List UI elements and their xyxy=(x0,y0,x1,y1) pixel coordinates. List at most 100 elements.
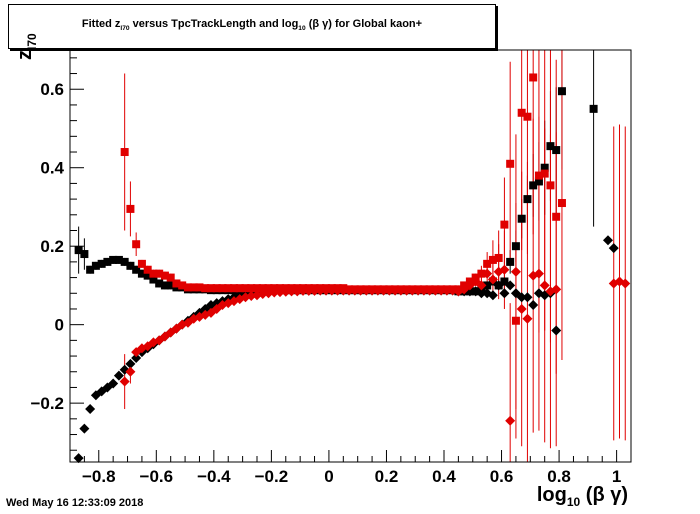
data-point-diamond xyxy=(125,358,136,369)
y-tick-label: −0.2 xyxy=(30,394,64,413)
data-point-diamond xyxy=(395,285,406,296)
data-point-square xyxy=(540,163,549,172)
data-point-diamond xyxy=(332,285,343,296)
data-point-diamond xyxy=(505,280,516,291)
data-point-square xyxy=(97,259,106,268)
x-axis-label: log10 (β γ) xyxy=(536,484,628,509)
data-point-diamond xyxy=(113,370,124,381)
data-point-square xyxy=(552,212,561,221)
data-point-diamond xyxy=(551,325,562,336)
data-point-diamond xyxy=(390,285,401,296)
data-point-square xyxy=(523,195,532,204)
data-point-square xyxy=(120,148,129,157)
data-point-square xyxy=(86,265,95,274)
data-point-diamond xyxy=(298,285,309,296)
data-point-diamond xyxy=(384,285,395,296)
data-point-square xyxy=(546,142,555,151)
data-point-diamond xyxy=(344,285,355,296)
data-point-diamond xyxy=(499,264,510,275)
data-point-diamond xyxy=(522,292,533,303)
data-point-diamond xyxy=(355,285,366,296)
data-point-diamond xyxy=(361,285,372,296)
data-point-diamond xyxy=(303,285,314,296)
data-point-diamond xyxy=(349,285,360,296)
data-point-square xyxy=(546,181,555,190)
x-tick-label: 0.6 xyxy=(490,467,514,486)
data-point-square xyxy=(132,265,141,274)
data-point-diamond xyxy=(401,285,412,296)
data-point-square xyxy=(80,250,89,259)
data-point-square xyxy=(120,257,129,266)
data-point-square xyxy=(258,284,267,293)
data-point-square xyxy=(483,281,492,290)
x-tick-label: 0 xyxy=(324,467,333,486)
data-point-diamond xyxy=(516,303,527,314)
x-tick-label: 0.2 xyxy=(375,467,399,486)
data-point-diamond xyxy=(378,285,389,296)
data-point-diamond xyxy=(108,378,119,389)
data-point-square xyxy=(155,269,164,278)
data-point-square xyxy=(483,259,492,268)
data-point-square xyxy=(500,220,509,229)
x-tick-label: −0.4 xyxy=(197,467,231,486)
x-tick-label: −0.8 xyxy=(82,467,116,486)
y-tick-label: 0 xyxy=(55,316,64,335)
data-point-square xyxy=(534,177,543,186)
data-point-diamond xyxy=(372,285,383,296)
data-point-square xyxy=(172,279,181,288)
data-point-square xyxy=(91,261,100,270)
data-point-diamond xyxy=(505,415,516,426)
data-point-diamond xyxy=(275,287,286,298)
data-point-diamond xyxy=(418,285,429,296)
data-point-diamond xyxy=(487,274,498,285)
x-tick-label: −0.2 xyxy=(255,467,289,486)
data-point-diamond xyxy=(602,235,613,246)
data-point-diamond xyxy=(85,404,96,415)
data-point-square xyxy=(166,273,175,282)
data-point-square xyxy=(155,279,164,288)
data-point-diamond xyxy=(119,364,130,375)
data-point-diamond xyxy=(528,300,539,311)
data-point-square xyxy=(529,181,538,190)
data-point-diamond xyxy=(131,353,142,364)
data-point-diamond xyxy=(436,285,447,296)
data-point-square xyxy=(201,284,210,293)
data-point-diamond xyxy=(119,376,130,387)
data-point-square xyxy=(224,284,233,293)
data-point-square xyxy=(109,255,118,264)
plot-frame xyxy=(69,49,632,463)
title-box: Fitted zI70 versus TpcTrackLength and lo… xyxy=(8,4,496,49)
data-point-square xyxy=(506,159,515,168)
chart-title: Fitted zI70 versus TpcTrackLength and lo… xyxy=(81,18,423,33)
data-point-diamond xyxy=(522,313,533,324)
data-point-square xyxy=(189,283,198,292)
data-point-square xyxy=(143,271,152,280)
data-point-diamond xyxy=(309,285,320,296)
data-point-diamond xyxy=(125,366,136,377)
data-point-square xyxy=(218,284,227,293)
data-point-square xyxy=(160,281,169,290)
y-tick-label: 0.4 xyxy=(40,159,64,178)
data-point-square xyxy=(103,257,112,266)
data-point-diamond xyxy=(516,292,527,303)
x-tick-label: 0.4 xyxy=(432,467,456,486)
data-point-square xyxy=(552,146,561,155)
data-point-diamond xyxy=(321,285,332,296)
y-tick-label: 0.6 xyxy=(40,80,64,99)
data-point-square xyxy=(477,269,486,278)
data-point-diamond xyxy=(539,280,550,291)
data-point-diamond xyxy=(620,278,631,289)
data-point-diamond xyxy=(499,288,510,299)
data-point-square xyxy=(247,284,256,293)
data-point-square xyxy=(517,108,526,117)
data-point-square xyxy=(529,73,538,82)
data-point-square xyxy=(534,171,543,180)
data-point-square xyxy=(241,284,250,293)
data-point-square xyxy=(149,269,158,278)
data-point-diamond xyxy=(476,288,487,299)
data-point-square xyxy=(235,284,244,293)
data-point-square xyxy=(195,283,204,292)
data-point-square xyxy=(494,253,503,262)
data-point-diamond xyxy=(551,284,562,295)
x-tick-label: −0.6 xyxy=(140,467,174,486)
